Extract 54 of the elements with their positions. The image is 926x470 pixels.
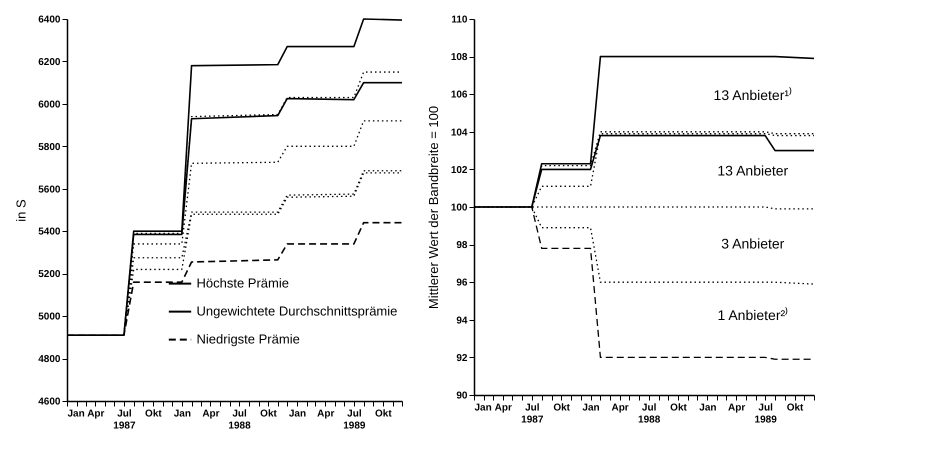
y-tick-label: 102 xyxy=(450,164,468,176)
annotation: 1 Anbieter²⁾ xyxy=(717,307,788,324)
y-tick-label: 6400 xyxy=(38,14,61,26)
y-tick-label: 6200 xyxy=(38,56,61,68)
y-tick-label: 96 xyxy=(456,278,468,289)
x-tick-label: Okt xyxy=(670,402,688,414)
y-axis-title: in S xyxy=(13,198,28,222)
annotation: 13 Anbieter¹⁾ xyxy=(714,87,792,104)
x-tick-label: Jan xyxy=(288,408,306,420)
x-tick-label: Jan xyxy=(699,402,716,414)
annotation: 3 Anbieter xyxy=(721,236,785,252)
x-tick-label: Jul 1988 xyxy=(638,402,661,426)
y-tick-label: 4600 xyxy=(38,396,61,408)
y-tick-label: 6000 xyxy=(38,99,61,110)
x-tick-label: Jul 1989 xyxy=(754,402,778,426)
y-tick-label: 90 xyxy=(456,390,468,402)
y-tick-label: 98 xyxy=(456,240,468,252)
y-tick-label: 108 xyxy=(450,52,468,64)
x-tick-label: Apr xyxy=(317,408,334,420)
x-tick-label: Apr xyxy=(87,408,105,420)
x-tick-label: Okt xyxy=(260,408,278,420)
x-tick-label: Okt xyxy=(553,402,571,414)
x-tick-label: Jan xyxy=(474,402,492,414)
x-tick-label: Apr xyxy=(494,402,512,414)
y-tick-label: 4800 xyxy=(38,354,61,366)
x-tick-label: Okt xyxy=(145,408,162,420)
x-tick-label: Jul 1987 xyxy=(521,402,544,426)
y-tick-label: 5200 xyxy=(38,269,61,280)
x-tick-label: Okt xyxy=(374,408,392,420)
y-tick-label: 92 xyxy=(456,352,468,364)
y-tick-label: 110 xyxy=(451,14,468,26)
x-tick-label: Apr xyxy=(202,408,220,420)
y-tick-label: 5800 xyxy=(38,142,61,153)
y-tick-label: 94 xyxy=(456,315,468,326)
x-tick-label: Jul 1987 xyxy=(113,408,136,432)
y-tick-label: 100 xyxy=(450,202,468,214)
y-tick-label: 104 xyxy=(450,127,468,138)
x-tick-label: Jan xyxy=(174,408,191,420)
x-tick-label: Jul 1988 xyxy=(228,408,252,432)
x-tick-label: Jan xyxy=(582,402,600,414)
annotation: 13 Anbieter xyxy=(717,162,789,178)
x-tick-label: Apr xyxy=(728,402,746,414)
x-tick-label: Jan xyxy=(68,408,85,420)
x-tick-label: Apr xyxy=(611,402,629,414)
y-tick-label: 5000 xyxy=(38,312,61,323)
x-tick-label: Jul 1989 xyxy=(343,408,366,432)
legend-label: Höchste Prämie xyxy=(196,276,289,291)
y-axis-title: Mittlerer Wert der Bandbreite = 100 xyxy=(426,106,441,310)
y-tick-label: 5400 xyxy=(38,226,61,238)
y-tick-label: 106 xyxy=(450,90,468,101)
x-tick-label: Okt xyxy=(786,402,804,414)
legend-label: Ungewichtete Durchschnittsprämie xyxy=(196,304,398,319)
legend-label: Niedrigste Prämie xyxy=(196,332,300,347)
y-tick-label: 5600 xyxy=(38,184,61,196)
